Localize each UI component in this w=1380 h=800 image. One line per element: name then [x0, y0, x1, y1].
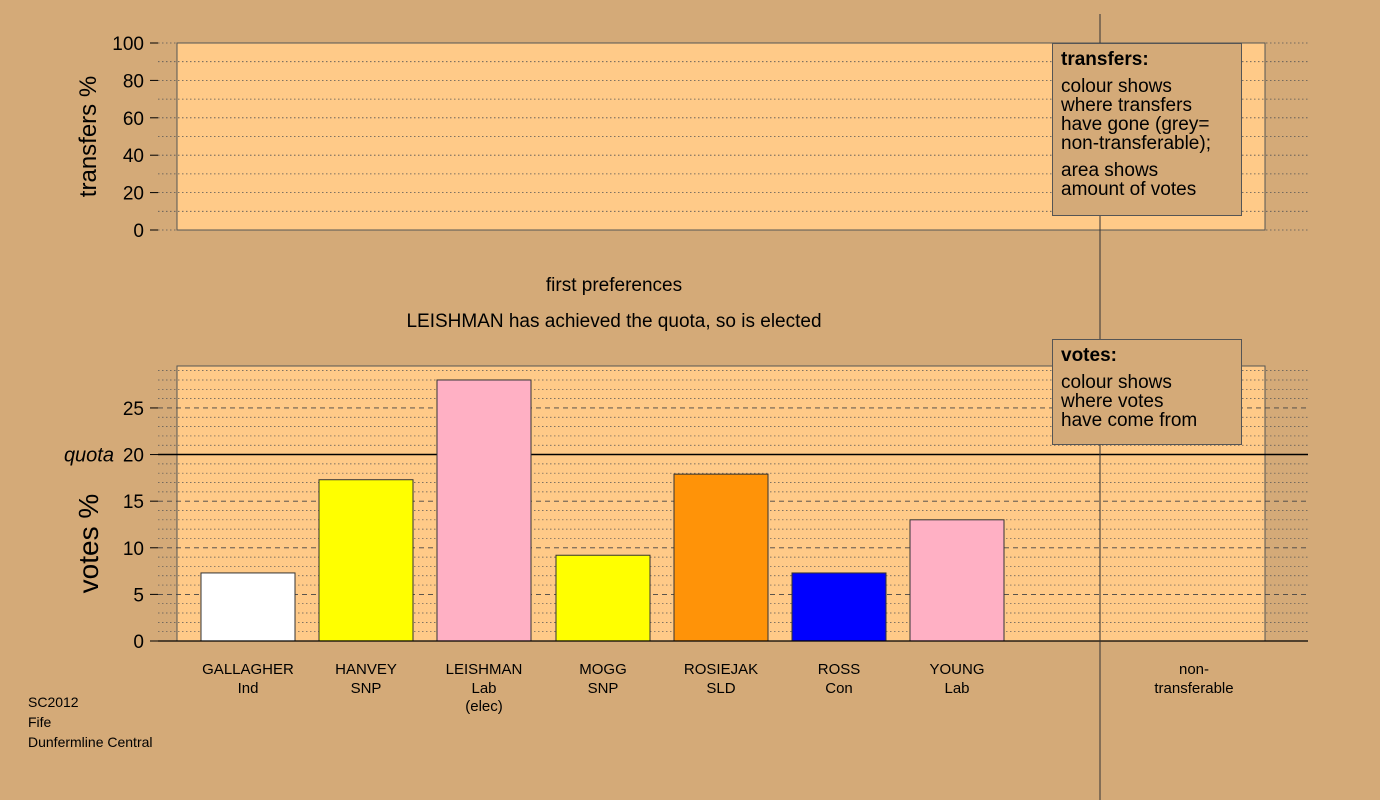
- votes-legend-line: colour shows: [1061, 372, 1172, 393]
- candidate-name-label: LEISHMAN: [446, 661, 523, 678]
- candidate-party-label: SNP: [351, 680, 382, 697]
- vote-bar: [436, 379, 532, 642]
- candidate-name-label: YOUNG: [929, 661, 984, 678]
- transfers-tick-label: 40: [123, 146, 144, 167]
- candidate-name-label: GALLAGHER: [202, 661, 294, 678]
- candidate-party-label: Lab: [944, 680, 969, 697]
- vote-bar: [909, 519, 1005, 642]
- votes-axis-label: votes %: [73, 494, 104, 594]
- votes-tick-label: 25: [123, 399, 144, 420]
- transfers-tick-label: 20: [123, 184, 144, 205]
- transfers-legend-line: non-transferable);: [1061, 133, 1211, 154]
- nontransferable-label: transferable: [1154, 680, 1233, 697]
- caption-ward: Dunfermline Central: [28, 734, 153, 750]
- vote-bar: [673, 473, 769, 642]
- transfers-legend-line: colour shows: [1061, 76, 1172, 97]
- votes-tick-label: 15: [123, 492, 144, 513]
- votes-legend: votes: colour shows where votes have com…: [1052, 339, 1242, 445]
- vote-bar: [791, 572, 887, 642]
- transfers-tick-label: 100: [112, 34, 144, 55]
- votes-tick-label: 5: [133, 585, 144, 606]
- candidate-name-label: ROSIEJAK: [684, 661, 758, 678]
- nontransferable-label: non-: [1179, 661, 1209, 678]
- election-caption: SC2012 Fife Dunfermline Central: [28, 692, 153, 752]
- caption-council: Fife: [28, 714, 52, 730]
- transfers-tick-label: 60: [123, 109, 144, 130]
- vote-bar: [555, 554, 651, 642]
- transfers-legend-line: have gone (grey=: [1061, 114, 1210, 135]
- candidate-party-label: Lab: [471, 680, 496, 697]
- quota-label: quota: [64, 445, 114, 467]
- transfers-legend-line: amount of votes: [1061, 179, 1197, 200]
- transfers-legend-title: transfers:: [1061, 49, 1149, 70]
- stage-title: first preferences: [546, 275, 682, 296]
- vote-bar: [200, 572, 296, 642]
- candidate-party-label: Con: [825, 680, 853, 697]
- transfers-axis-label: transfers %: [75, 76, 102, 197]
- votes-legend-line: have come from: [1061, 410, 1198, 431]
- transfers-tick-label: 0: [133, 221, 144, 242]
- votes-legend-line: where votes: [1061, 391, 1164, 412]
- transfers-tick-label: 80: [123, 71, 144, 92]
- transfers-legend: transfers: colour shows where transfers …: [1052, 43, 1242, 216]
- transfers-legend-line: area shows: [1061, 160, 1159, 181]
- vote-bar: [318, 479, 414, 642]
- stage-message: LEISHMAN has achieved the quota, so is e…: [406, 311, 821, 332]
- votes-legend-title: votes:: [1061, 345, 1117, 366]
- candidate-name-label: HANVEY: [335, 661, 397, 678]
- candidate-status-label: (elec): [465, 698, 503, 715]
- votes-tick-label: 20: [123, 446, 144, 467]
- candidate-party-label: Ind: [238, 680, 259, 697]
- candidate-party-label: SLD: [706, 680, 735, 697]
- candidate-party-label: SNP: [588, 680, 619, 697]
- candidate-name-label: MOGG: [579, 661, 627, 678]
- transfers-legend-line: where transfers: [1061, 95, 1192, 116]
- candidate-name-label: ROSS: [818, 661, 861, 678]
- votes-tick-label: 10: [123, 539, 144, 560]
- caption-election: SC2012: [28, 694, 79, 710]
- votes-tick-label: 0: [133, 632, 144, 653]
